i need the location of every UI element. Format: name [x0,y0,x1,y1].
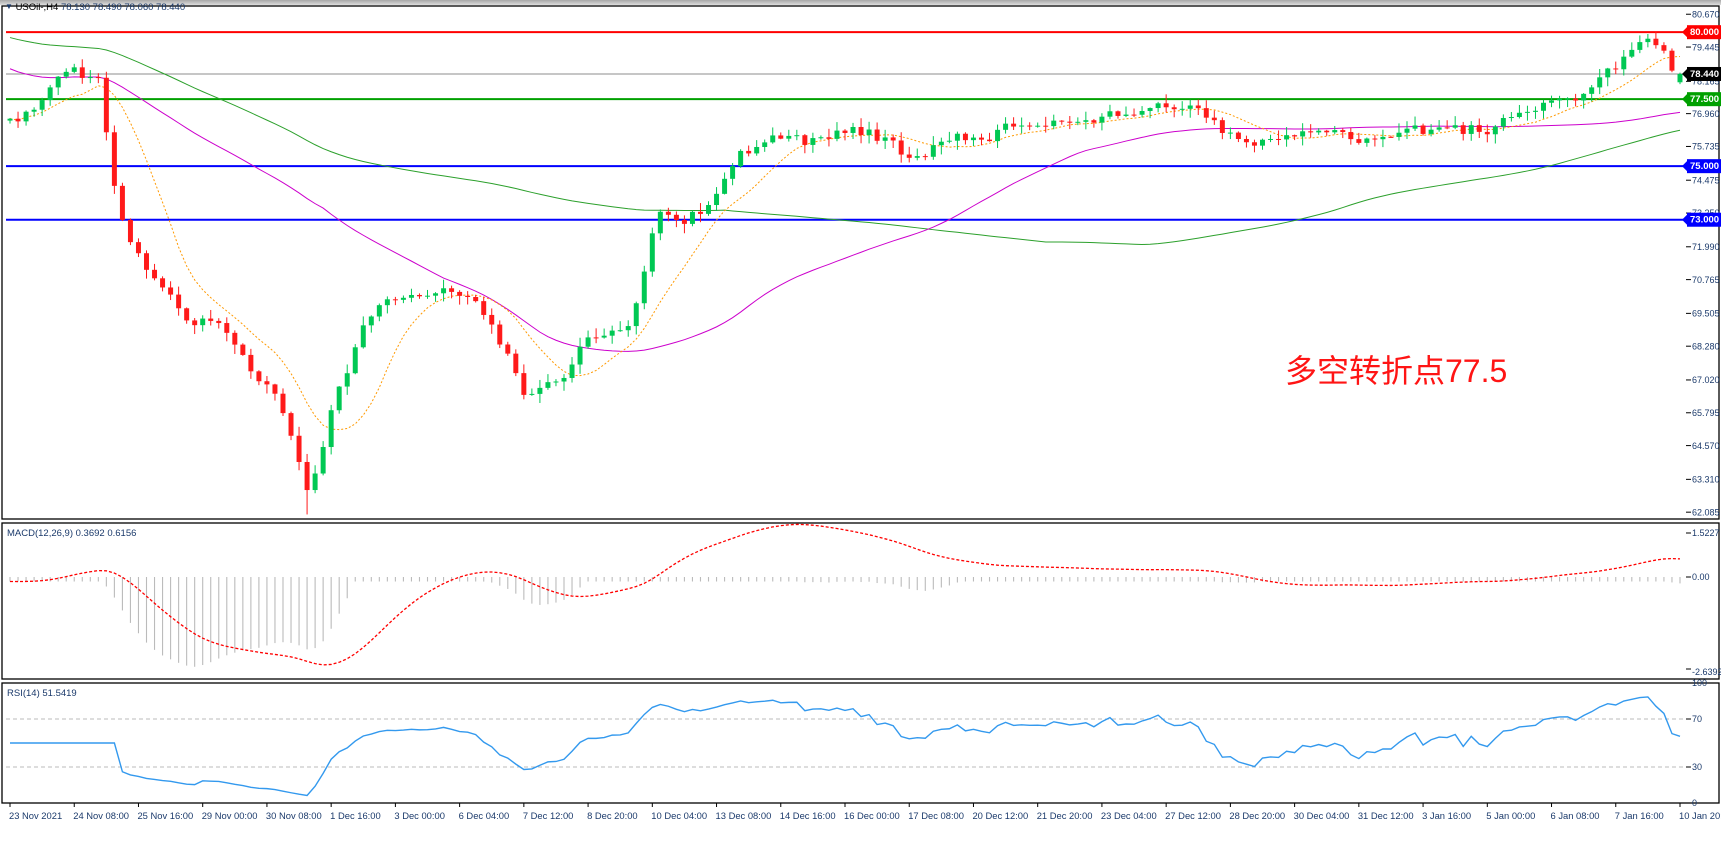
svg-text:多空转折点77.5: 多空转折点77.5 [1285,353,1507,389]
svg-text:0: 0 [1692,798,1697,808]
svg-text:77.500: 77.500 [1690,94,1719,105]
svg-text:1 Dec 16:00: 1 Dec 16:00 [330,810,381,821]
svg-text:0.00: 0.00 [1692,572,1710,582]
svg-text:100: 100 [1692,678,1707,688]
svg-text:MACD(12,26,9) 0.3692 0.6156: MACD(12,26,9) 0.3692 0.6156 [7,528,136,539]
svg-text:30: 30 [1692,762,1702,772]
svg-text:23 Nov 2021: 23 Nov 2021 [9,810,62,821]
svg-text:79.445: 79.445 [1692,42,1720,52]
svg-text:74.475: 74.475 [1692,175,1720,185]
svg-text:75.735: 75.735 [1692,142,1720,152]
svg-text:63.310: 63.310 [1692,475,1720,485]
svg-text:65.795: 65.795 [1692,408,1720,418]
svg-text:13 Dec 08:00: 13 Dec 08:00 [716,810,772,821]
svg-text:31 Dec 12:00: 31 Dec 12:00 [1358,810,1414,821]
svg-text:8 Dec 20:00: 8 Dec 20:00 [587,810,638,821]
svg-text:7 Jan 16:00: 7 Jan 16:00 [1615,810,1664,821]
svg-text:RSI(14) 51.5419: RSI(14) 51.5419 [7,688,77,699]
svg-text:6 Dec 04:00: 6 Dec 04:00 [459,810,510,821]
svg-text:64.570: 64.570 [1692,441,1720,451]
svg-text:10 Jan 20:00: 10 Jan 20:00 [1679,810,1721,821]
svg-text:62.085: 62.085 [1692,507,1720,517]
svg-text:70: 70 [1692,714,1702,724]
svg-text:27 Dec 12:00: 27 Dec 12:00 [1165,810,1221,821]
svg-text:10 Dec 04:00: 10 Dec 04:00 [651,810,707,821]
svg-text:16 Dec 00:00: 16 Dec 00:00 [844,810,900,821]
svg-text:3 Jan 16:00: 3 Jan 16:00 [1422,810,1471,821]
svg-text:70.765: 70.765 [1692,275,1720,285]
svg-text:69.505: 69.505 [1692,309,1720,319]
svg-text:30 Nov 08:00: 30 Nov 08:00 [266,810,322,821]
svg-text:20 Dec 12:00: 20 Dec 12:00 [972,810,1028,821]
svg-text:14 Dec 16:00: 14 Dec 16:00 [780,810,836,821]
svg-text:73.000: 73.000 [1690,215,1719,226]
svg-text:1.5227: 1.5227 [1692,528,1720,538]
svg-text:75.000: 75.000 [1690,161,1719,172]
svg-text:17 Dec 08:00: 17 Dec 08:00 [908,810,964,821]
svg-text:78.440: 78.440 [1690,69,1719,80]
svg-text:7 Dec 12:00: 7 Dec 12:00 [523,810,574,821]
svg-text:6 Jan 08:00: 6 Jan 08:00 [1551,810,1600,821]
svg-text:80.000: 80.000 [1690,27,1719,38]
svg-text:80.670: 80.670 [1692,9,1720,19]
svg-text:23 Dec 04:00: 23 Dec 04:00 [1101,810,1157,821]
svg-text:25 Nov 16:00: 25 Nov 16:00 [137,810,193,821]
svg-text:30 Dec 04:00: 30 Dec 04:00 [1294,810,1350,821]
svg-text:67.020: 67.020 [1692,375,1720,385]
svg-text:28 Dec 20:00: 28 Dec 20:00 [1229,810,1285,821]
svg-text:29 Nov 00:00: 29 Nov 00:00 [202,810,258,821]
svg-text:24 Nov 08:00: 24 Nov 08:00 [73,810,129,821]
svg-text:5 Jan 00:00: 5 Jan 00:00 [1486,810,1535,821]
svg-text:76.960: 76.960 [1692,109,1720,119]
svg-text:71.990: 71.990 [1692,242,1720,252]
svg-text:21 Dec 20:00: 21 Dec 20:00 [1037,810,1093,821]
svg-text:68.280: 68.280 [1692,341,1720,351]
svg-text:-2.6392: -2.6392 [1692,667,1721,677]
svg-text:3 Dec 00:00: 3 Dec 00:00 [394,810,445,821]
